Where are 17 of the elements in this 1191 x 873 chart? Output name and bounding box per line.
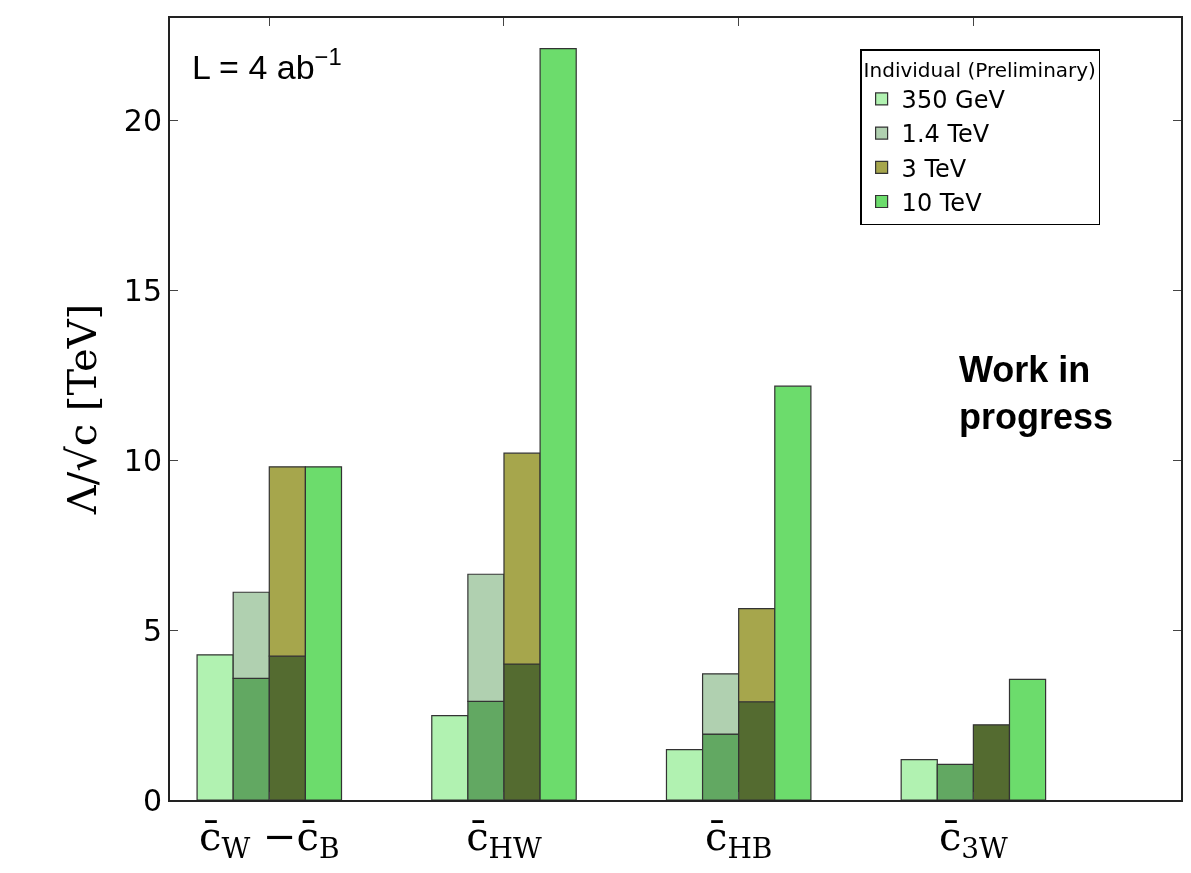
y-tick-label: 15 <box>123 272 162 308</box>
legend-label: 350 GeV <box>901 86 1006 115</box>
y-tick-label: 5 <box>142 612 162 648</box>
x-tick-label: c̄$_{W}$ −c̄$_{B}$ <box>199 813 340 866</box>
x-tick-label: c̄$_{HW}$ <box>466 813 543 866</box>
legend-title: Individual (Preliminary) <box>863 57 1096 82</box>
y-tick-label: 0 <box>142 782 162 818</box>
y-tick-label: 10 <box>123 442 162 478</box>
y-axis-title: Λ/√c [TeV] <box>58 303 105 516</box>
annotation: L = 4 ab$^{−1}$ <box>192 43 342 87</box>
legend-label: 10 TeV <box>901 188 983 217</box>
legend-label: 3 TeV <box>901 154 967 183</box>
legend-label: 1.4 TeV <box>901 120 990 149</box>
x-tick-label: c̄$_{3W}$ <box>938 813 1009 866</box>
annotation: Work in progress <box>959 349 1114 437</box>
x-tick-label: c̄$_{HB}$ <box>704 813 773 866</box>
y-tick-label: 20 <box>123 102 162 138</box>
